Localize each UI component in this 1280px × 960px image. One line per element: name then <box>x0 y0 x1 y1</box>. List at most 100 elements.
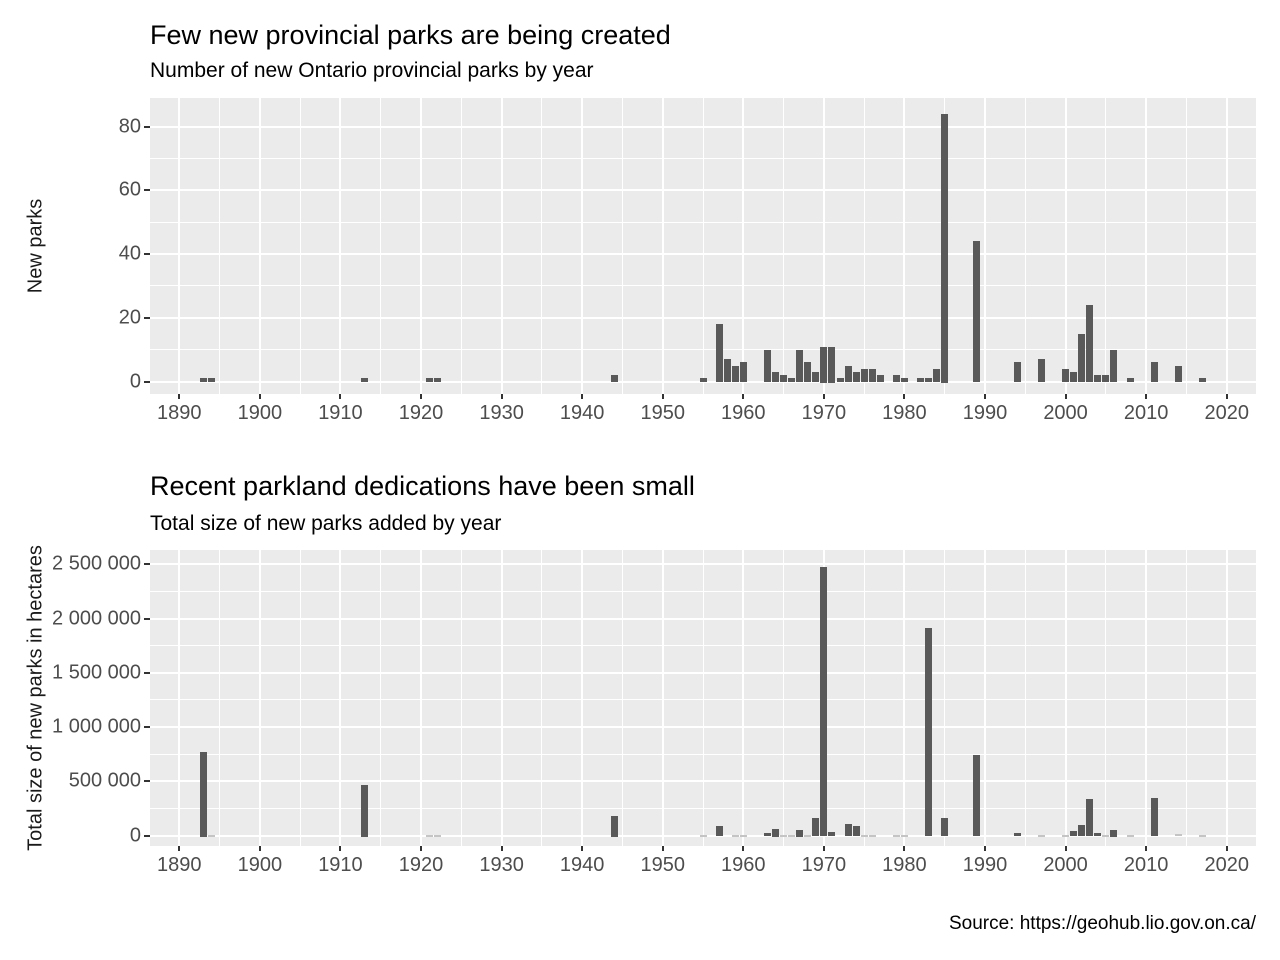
x-axis-tick <box>822 846 825 851</box>
bar-1965 <box>780 375 788 383</box>
major-gridline <box>581 550 584 846</box>
x-tick-label: 2010 <box>1123 854 1169 876</box>
bar-2017 <box>1199 378 1206 383</box>
bar-2004 <box>1094 832 1102 837</box>
minor-gridline <box>1105 98 1107 394</box>
major-gridline <box>1064 550 1067 846</box>
x-tick-label: 1910 <box>318 854 363 876</box>
x-tick-label: 2020 <box>1204 854 1249 876</box>
bar-1983 <box>925 628 933 837</box>
major-gridline <box>258 550 261 846</box>
minor-gridline <box>460 98 462 394</box>
y-axis-tick <box>144 834 150 837</box>
bar-2001 <box>1070 371 1078 383</box>
x-tick-label: 1900 <box>237 402 283 424</box>
bar-1894 <box>208 378 215 383</box>
x-tick-label: 1980 <box>882 402 927 424</box>
bar-1972 <box>836 378 844 383</box>
bar-1975 <box>860 834 868 837</box>
x-tick-label: 1970 <box>801 402 847 424</box>
y-axis-tick <box>144 780 150 783</box>
bar-1959 <box>731 365 739 383</box>
minor-gridline <box>863 98 865 394</box>
x-axis-tick <box>581 846 584 851</box>
bar-1964 <box>772 371 779 383</box>
y-tick-label: 0 <box>129 824 141 846</box>
x-axis-tick <box>1145 394 1148 399</box>
x-tick-label: 1890 <box>157 402 202 424</box>
bar-1994 <box>1013 833 1021 837</box>
bar-2003 <box>1086 305 1094 383</box>
major-gridline <box>339 550 342 846</box>
bar-1967 <box>796 829 804 837</box>
minor-gridline <box>621 550 623 846</box>
bar-1967 <box>796 349 804 383</box>
x-tick-label: 1900 <box>237 854 283 876</box>
bar-1960 <box>739 834 747 837</box>
x-tick-label: 2000 <box>1043 854 1088 876</box>
minor-gridline <box>299 550 301 846</box>
bar-1973 <box>844 365 852 383</box>
bar-1983 <box>925 378 933 383</box>
minor-gridline <box>702 98 704 394</box>
major-gridline <box>150 189 1256 192</box>
major-gridline <box>984 550 986 846</box>
x-axis-tick <box>742 394 745 399</box>
bar-1989 <box>973 241 981 383</box>
bar-1969 <box>812 818 820 837</box>
bar-1944 <box>610 375 618 383</box>
x-tick-label: 1930 <box>479 854 524 876</box>
major-gridline <box>150 563 1256 566</box>
bar-1974 <box>852 371 860 383</box>
bar-1944 <box>610 816 618 837</box>
bar-1985 <box>941 114 949 383</box>
x-axis-tick <box>1145 846 1148 851</box>
major-gridline <box>1145 98 1148 394</box>
bar-1997 <box>1037 359 1045 383</box>
bar-1963 <box>764 833 771 837</box>
major-gridline <box>178 98 181 394</box>
bar-1922 <box>433 378 441 383</box>
major-gridline <box>1225 98 1228 394</box>
bar-1921 <box>425 378 433 383</box>
major-gridline <box>1064 98 1067 394</box>
major-gridline <box>984 98 986 394</box>
x-axis-tick <box>1225 394 1228 399</box>
major-gridline <box>339 98 342 394</box>
x-axis-tick <box>1064 394 1067 399</box>
y-tick-label: 20 <box>118 306 141 329</box>
x-axis-tick <box>661 846 664 851</box>
bar-2000 <box>1062 834 1070 837</box>
y-tick-label: 0 <box>129 370 141 392</box>
x-axis-tick <box>903 394 906 399</box>
x-axis-tick <box>984 846 986 851</box>
x-tick-label: 2000 <box>1043 402 1088 424</box>
major-gridline <box>581 98 584 394</box>
bar-1913 <box>361 784 369 837</box>
bar-2001 <box>1070 830 1078 837</box>
minor-gridline <box>460 550 462 846</box>
y-axis-tick <box>144 189 150 192</box>
bar-1968 <box>804 362 812 383</box>
bar-2005 <box>1102 834 1110 837</box>
y-axis-tick <box>144 253 150 256</box>
y-tick-label: 60 <box>118 178 141 201</box>
bar-1922 <box>433 834 441 837</box>
chart-title: Few new provincial parks are being creat… <box>150 20 671 50</box>
bar-2014 <box>1174 834 1182 837</box>
bar-1984 <box>933 368 941 383</box>
major-gridline <box>150 726 1256 729</box>
major-gridline <box>742 550 745 846</box>
bar-2008 <box>1126 834 1134 837</box>
x-tick-label: 1930 <box>479 402 524 424</box>
chart-title: Recent parkland dedications have been sm… <box>150 471 695 501</box>
y-axis-tick <box>144 563 150 566</box>
minor-gridline <box>541 98 543 394</box>
y-tick-label: 2 500 000 <box>52 552 141 575</box>
x-axis-tick <box>339 846 342 851</box>
minor-gridline <box>541 550 543 846</box>
major-gridline <box>903 550 906 846</box>
minor-gridline <box>219 98 221 394</box>
bar-2006 <box>1110 349 1118 383</box>
